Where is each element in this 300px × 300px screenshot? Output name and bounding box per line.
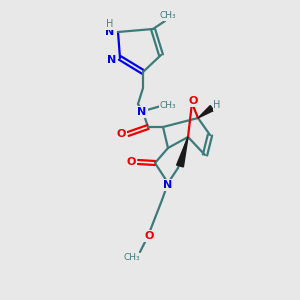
Polygon shape — [198, 106, 214, 118]
Text: CH₃: CH₃ — [160, 11, 176, 20]
Polygon shape — [177, 137, 188, 167]
Text: N: N — [164, 180, 172, 190]
Text: O: O — [144, 231, 154, 241]
Text: N: N — [107, 55, 117, 65]
Text: CH₃: CH₃ — [124, 254, 140, 262]
Text: O: O — [116, 129, 126, 139]
Text: H: H — [213, 100, 221, 110]
Text: N: N — [137, 107, 147, 117]
Text: H: H — [106, 19, 114, 29]
Text: O: O — [126, 157, 136, 167]
Text: N: N — [105, 27, 115, 37]
Text: CH₃: CH₃ — [160, 100, 176, 109]
Text: O: O — [188, 96, 198, 106]
